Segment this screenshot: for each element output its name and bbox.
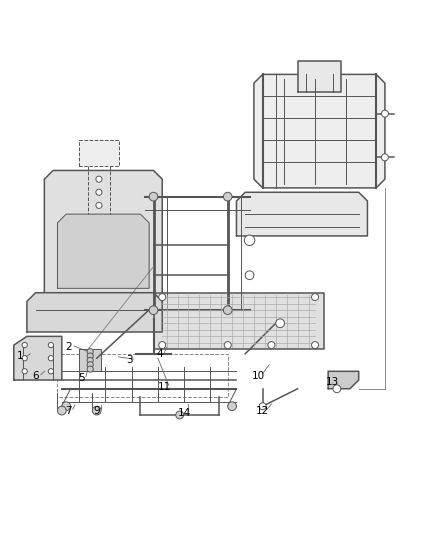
Circle shape: [223, 192, 232, 201]
Polygon shape: [14, 336, 62, 380]
Circle shape: [22, 343, 27, 348]
Text: 7: 7: [65, 406, 72, 416]
Circle shape: [87, 353, 93, 359]
Text: 10: 10: [252, 370, 265, 381]
Text: 4: 4: [157, 349, 163, 359]
Circle shape: [22, 369, 27, 374]
Circle shape: [311, 342, 318, 349]
Circle shape: [223, 306, 232, 314]
Text: 2: 2: [65, 342, 72, 352]
Circle shape: [87, 357, 93, 364]
Text: 12: 12: [256, 406, 269, 416]
Circle shape: [96, 176, 102, 182]
Text: 1: 1: [17, 351, 24, 361]
Polygon shape: [328, 372, 359, 389]
Circle shape: [149, 192, 158, 201]
Circle shape: [245, 271, 254, 280]
Circle shape: [149, 306, 158, 314]
Text: 14: 14: [177, 408, 191, 418]
Circle shape: [244, 235, 255, 246]
Circle shape: [57, 406, 66, 415]
Circle shape: [87, 362, 93, 368]
Text: 13: 13: [326, 377, 339, 387]
Circle shape: [87, 349, 93, 354]
Circle shape: [87, 366, 93, 372]
Polygon shape: [44, 171, 162, 302]
Circle shape: [381, 154, 389, 161]
Circle shape: [92, 406, 101, 415]
Circle shape: [48, 369, 53, 374]
Polygon shape: [237, 192, 367, 236]
Circle shape: [62, 402, 71, 410]
Circle shape: [224, 342, 231, 349]
Circle shape: [48, 343, 53, 348]
Polygon shape: [79, 350, 101, 372]
Circle shape: [48, 356, 53, 361]
Circle shape: [276, 319, 285, 328]
Text: 11: 11: [158, 382, 171, 392]
Circle shape: [22, 356, 27, 361]
Text: 3: 3: [126, 356, 133, 365]
Polygon shape: [153, 293, 324, 350]
Polygon shape: [27, 293, 162, 332]
Polygon shape: [79, 140, 119, 166]
Polygon shape: [297, 61, 341, 92]
Text: 5: 5: [78, 373, 85, 383]
Polygon shape: [57, 214, 149, 288]
Text: 6: 6: [32, 370, 39, 381]
Circle shape: [268, 342, 275, 349]
Circle shape: [259, 403, 266, 410]
Circle shape: [96, 189, 102, 195]
Circle shape: [228, 402, 237, 410]
Circle shape: [176, 411, 184, 419]
Circle shape: [311, 294, 318, 301]
Circle shape: [159, 342, 166, 349]
Circle shape: [96, 203, 102, 208]
Polygon shape: [254, 75, 385, 188]
Text: 9: 9: [93, 406, 100, 416]
Circle shape: [333, 385, 341, 393]
Circle shape: [159, 294, 166, 301]
Circle shape: [381, 110, 389, 117]
